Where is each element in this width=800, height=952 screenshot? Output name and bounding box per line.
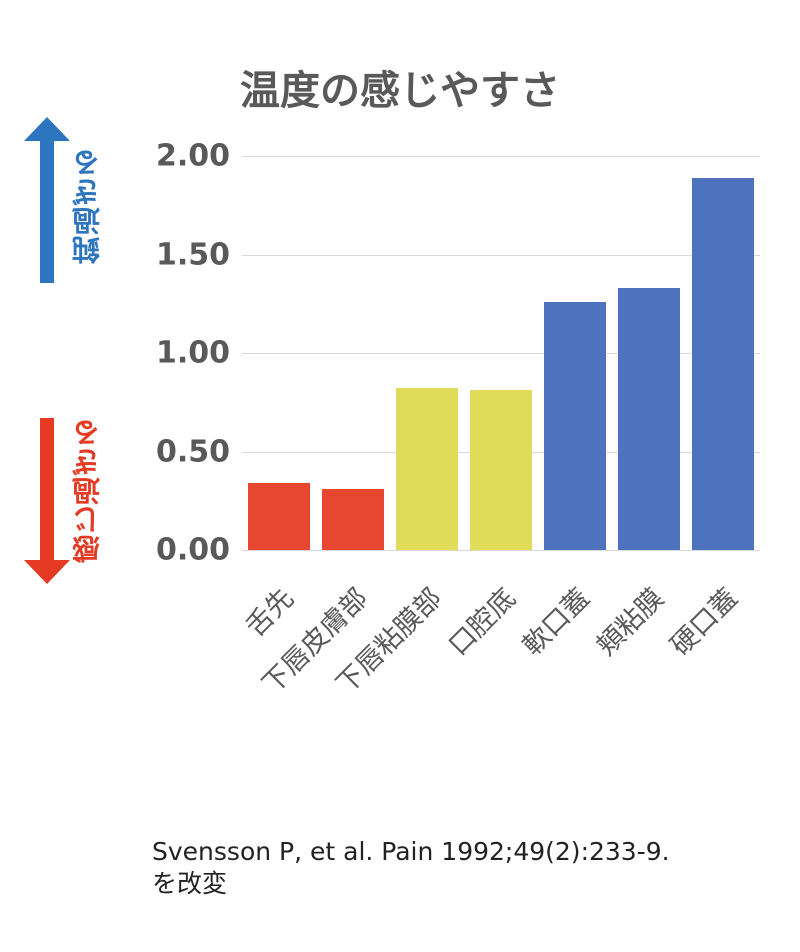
- arrow-down-icon: [24, 418, 70, 584]
- citation-line2: を改変: [152, 869, 228, 898]
- gridline: [242, 254, 760, 256]
- y-tick-label: 0.00: [155, 532, 230, 568]
- bar-0: [247, 483, 311, 550]
- citation-line1: Svensson P, et al. Pain 1992;49(2):233-9…: [152, 837, 670, 866]
- x-tick-label: 口腔底: [442, 582, 523, 662]
- bar-5: [617, 288, 681, 550]
- gridline: [242, 550, 760, 551]
- y-tick-label: 1.00: [155, 335, 230, 371]
- citation: Svensson P, et al. Pain 1992;49(2):233-9…: [152, 836, 670, 900]
- x-tick-label: 頬粘膜: [590, 582, 671, 662]
- y-tick-label: 0.50: [155, 434, 230, 469]
- y-tick-label: 2.00: [155, 138, 230, 174]
- chart-title: 温度の感じやすさ: [240, 68, 560, 114]
- arrow-up-icon: [24, 117, 70, 283]
- bar-6: [691, 177, 755, 550]
- x-tick-label: 硬口蓋: [664, 582, 745, 662]
- y-tick-label: 1.50: [155, 237, 230, 272]
- x-tick-label: 軟口蓋: [516, 582, 597, 662]
- gridline: [242, 156, 760, 157]
- bar-2: [395, 388, 459, 550]
- plot-area: [242, 156, 760, 551]
- dull-label: 鈍過ぎる: [71, 148, 104, 264]
- bar-3: [469, 390, 533, 550]
- sensitive-label: 感じ過ぎる: [71, 418, 104, 563]
- bar-1: [321, 488, 385, 550]
- bar-4: [543, 301, 607, 550]
- gridline: [242, 353, 760, 354]
